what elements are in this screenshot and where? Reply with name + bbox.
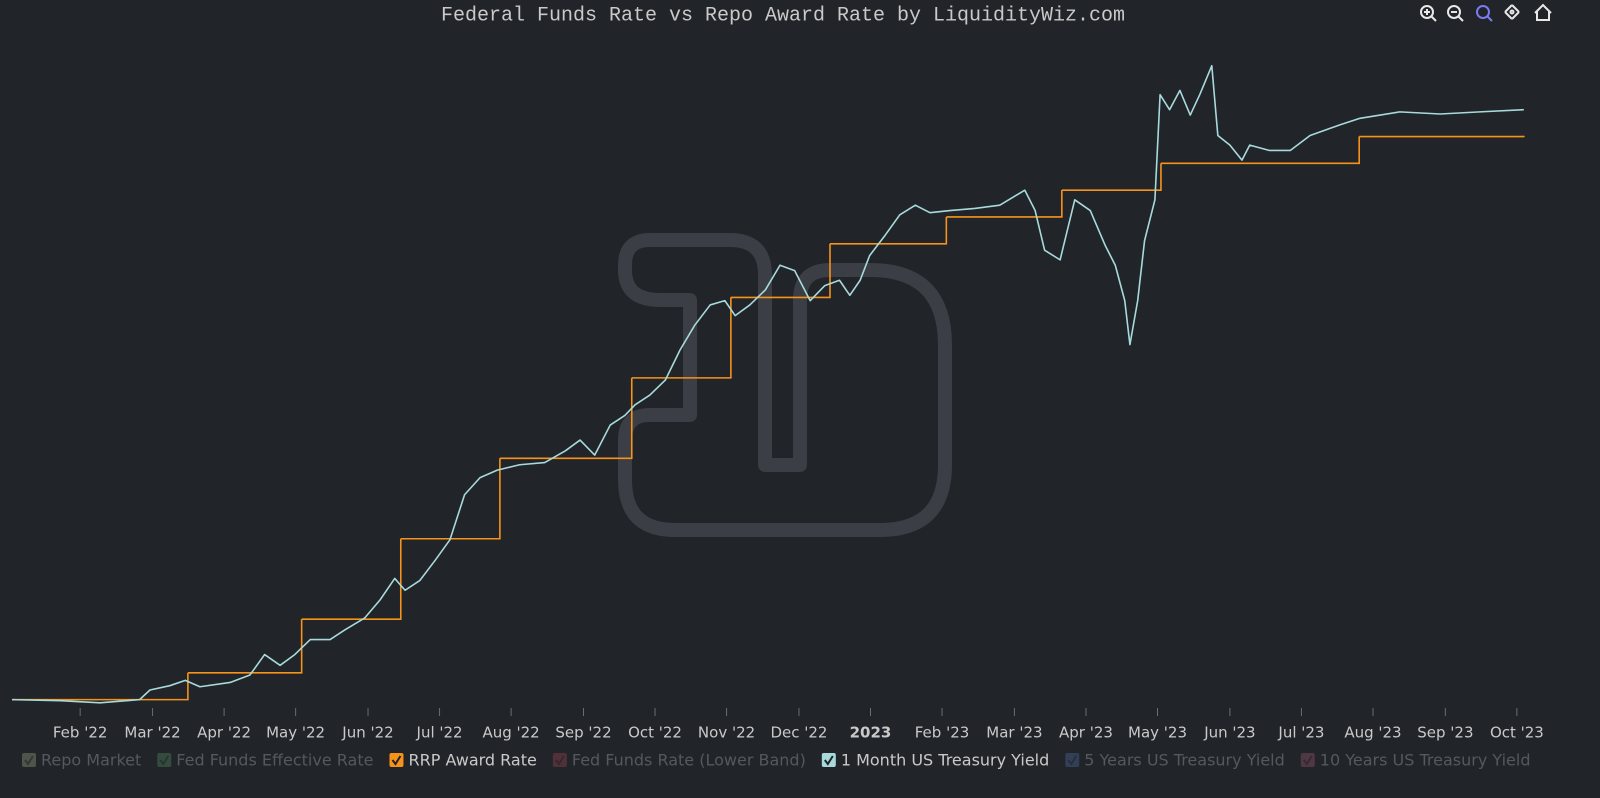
x-tick-label: Apr '23	[1059, 724, 1113, 742]
x-tick-label: Feb '23	[915, 724, 970, 742]
x-axis: Feb '22 Mar '22 Apr '22 May '22 Jun '22 Jul '…	[53, 708, 1544, 742]
step-segment	[631, 297, 732, 379]
step-end	[1522, 135, 1525, 138]
plot-area	[12, 64, 1525, 704]
step-segment	[400, 458, 501, 540]
step-segment	[187, 619, 303, 674]
legend-label: Fed Funds Rate (Lower Band)	[572, 751, 806, 770]
x-tick-label: May '22	[266, 724, 325, 742]
step-segment	[499, 377, 633, 460]
legend-item[interactable]: 10 Years US Treasury Yield	[1300, 751, 1531, 770]
legend-check	[24, 755, 34, 766]
legend-checkbox	[552, 753, 567, 767]
legend-check	[391, 755, 402, 766]
step-segment	[730, 243, 831, 299]
pan-button[interactable]	[1504, 4, 1520, 20]
legend-item[interactable]: 1 Month US Treasury Yield	[821, 751, 1049, 770]
legend-checkbox	[1300, 753, 1315, 767]
legend-check	[555, 755, 565, 766]
x-tick-label: Apr '22	[197, 724, 251, 742]
legend-checkbox	[1065, 753, 1080, 767]
legend-checkbox	[389, 753, 404, 767]
x-tick-label: Sep '23	[1417, 724, 1473, 742]
legend-label: 5 Years US Treasury Yield	[1084, 751, 1285, 770]
step-segment	[301, 538, 402, 620]
x-tick-label: Aug '23	[1344, 724, 1401, 742]
legend-checkbox	[22, 753, 36, 767]
legend-item[interactable]: Repo Market	[22, 751, 141, 770]
legend-label: RRP Award Rate	[408, 751, 536, 770]
legend-check	[824, 755, 834, 766]
x-tick-label: Dec '22	[770, 724, 827, 742]
reset-button[interactable]	[1534, 3, 1552, 21]
x-tick-label: Oct '23	[1490, 724, 1544, 742]
series-line	[12, 64, 1524, 704]
legend-item[interactable]: Fed Funds Effective Rate	[157, 751, 373, 770]
x-tick-label: Jul '22	[416, 724, 463, 742]
zoom-in-button[interactable]	[1420, 5, 1437, 22]
step-segment	[1160, 136, 1360, 165]
step-segment	[829, 216, 948, 245]
legend-check	[1067, 755, 1078, 766]
x-tick-label: Jun '23	[1203, 724, 1255, 742]
toolbar	[1420, 3, 1552, 22]
x-tick-label: Aug '22	[482, 724, 539, 742]
x-tick-label: Mar '23	[986, 724, 1042, 742]
legend-label: 1 Month US Treasury Yield	[841, 751, 1049, 770]
legend-item[interactable]: Fed Funds Rate (Lower Band)	[552, 751, 806, 770]
legend-checkbox	[821, 753, 836, 767]
zoom-button[interactable]	[1476, 5, 1493, 22]
legend-item[interactable]: RRP Award Rate	[389, 751, 537, 770]
x-tick-label: Sep '22	[555, 724, 611, 742]
watermark	[618, 233, 952, 537]
legend-label: Fed Funds Effective Rate	[176, 751, 373, 770]
chart-title: Federal Funds Rate vs Repo Award Rate by…	[441, 4, 1125, 27]
step-segment	[946, 190, 1063, 218]
zoom-out-button[interactable]	[1447, 5, 1464, 22]
x-tick-label: Mar '22	[124, 724, 180, 742]
legend-checkbox	[157, 753, 172, 767]
legend-label: Repo Market	[41, 751, 141, 770]
x-tick-label: May '23	[1128, 724, 1187, 742]
x-tick-label: Jun '22	[341, 724, 393, 742]
x-tick-label: 2023	[850, 724, 892, 742]
x-tick-label: Feb '22	[53, 724, 108, 742]
x-tick-label: Nov '22	[698, 724, 755, 742]
legend: Repo Market Fed Funds Effective Rate RRP A…	[22, 751, 1530, 770]
legend-check	[159, 755, 170, 766]
legend-item[interactable]: 5 Years US Treasury Yield	[1065, 751, 1285, 770]
legend-label: 10 Years US Treasury Yield	[1320, 751, 1531, 770]
legend-check	[1302, 755, 1313, 766]
x-tick-label: Oct '22	[628, 724, 682, 742]
x-tick-label: Jul '23	[1277, 724, 1324, 742]
step-segment	[1061, 163, 1162, 191]
